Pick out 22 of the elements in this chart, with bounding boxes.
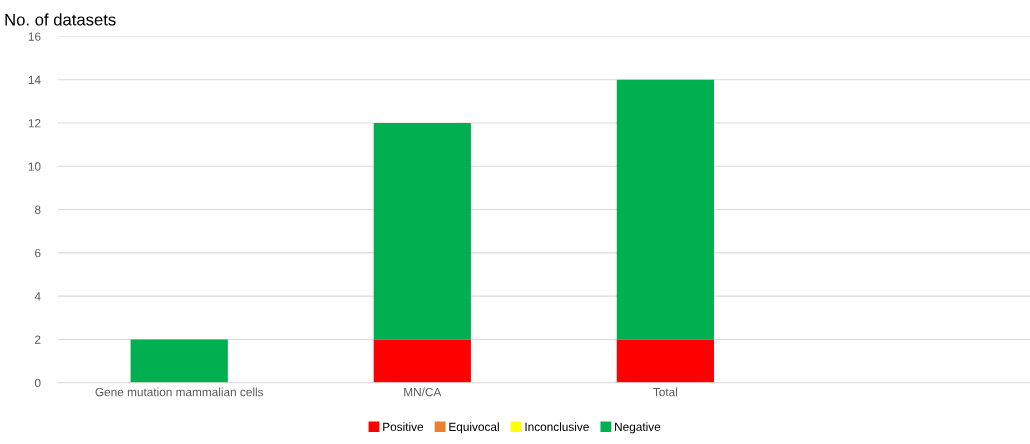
legend-label: Negative	[615, 422, 661, 434]
legend-label: Positive	[383, 422, 424, 432]
y-axis-title: No. of datasets	[5, 13, 116, 26]
bar	[373, 122, 471, 340]
y-tick-label: 16	[28, 32, 41, 41]
bar	[130, 339, 228, 383]
y-tick-label: 4	[34, 292, 41, 301]
bar	[373, 339, 471, 383]
y-tick-label: 14	[28, 75, 41, 84]
y-tick-label: 0	[34, 378, 41, 388]
y-tick-label: 12	[28, 119, 41, 128]
y-tick-label: 8	[34, 205, 41, 214]
legend-label: Inconclusive	[525, 422, 589, 432]
y-tick-label: 10	[28, 162, 41, 171]
y-tick-label: 2	[35, 335, 41, 344]
x-tick-label: MN/CA	[404, 387, 442, 397]
bar	[616, 339, 714, 383]
x-tick-label: Total	[653, 387, 678, 397]
y-tick-label: 6	[35, 248, 41, 258]
legend-label: Equivocal	[449, 422, 499, 434]
bar	[616, 79, 714, 340]
x-tick-label: Gene mutation mammalian cells	[95, 387, 264, 397]
